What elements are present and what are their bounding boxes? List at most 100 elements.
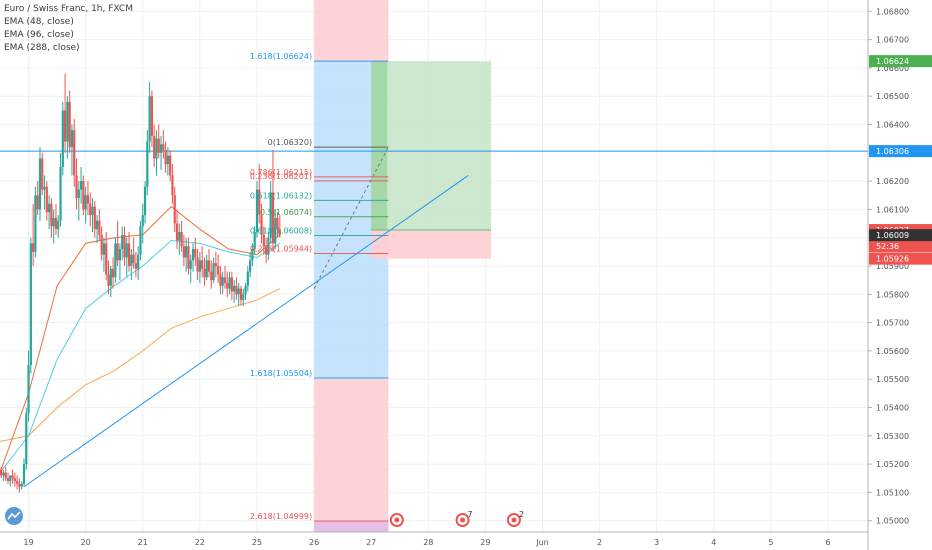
candle-body-59 (134, 263, 138, 269)
price-label-box-4 (869, 229, 932, 242)
candle-body-122 (278, 229, 281, 235)
fib-zone-purple-bottom (314, 520, 389, 532)
time-tick-label-2: 21 (138, 538, 148, 547)
candle-body-22 (50, 203, 53, 227)
candle-body-117 (267, 237, 270, 255)
candle-body-47 (107, 274, 110, 286)
fib-level-label-8: 1.618(1.05504) (250, 369, 312, 378)
price-tick-label-10: 1.05700 (876, 319, 909, 328)
price-tick-label-1: 1.06700 (876, 36, 909, 45)
candle-body-10 (22, 464, 26, 484)
candle-body-0 (0, 469, 3, 476)
ema-288-line (0, 288, 281, 442)
candle-body-51 (116, 243, 119, 261)
candle-body-28 (64, 110, 67, 142)
ema-288-label[interactable]: EMA (288, close) (4, 43, 80, 53)
candle-body-57 (130, 254, 133, 266)
ema-48-label[interactable]: EMA (48, close) (4, 17, 74, 27)
candle-body-14 (32, 243, 35, 252)
candle-body-36 (82, 181, 85, 210)
candle-body-55 (125, 243, 128, 258)
candle-body-8 (18, 483, 21, 487)
candle-body-88 (201, 260, 204, 269)
candle-body-19 (43, 186, 46, 190)
candle-body-77 (175, 223, 179, 241)
candle-body-56 (127, 243, 131, 266)
trendline (23, 175, 469, 488)
candle-body-93 (212, 263, 215, 281)
fib-labels-layer: 1.618(1.06624)0(1.06320)0.786(1.06215)0.… (250, 52, 312, 521)
fib-level-label-0: 1.618(1.06624) (250, 52, 312, 61)
candle-body-30 (68, 101, 71, 148)
candle-body-42 (95, 220, 99, 230)
candle-body-94 (214, 263, 217, 266)
candle-body-20 (45, 186, 48, 213)
candle-body-108 (246, 271, 249, 286)
price-axis-background (868, 0, 932, 550)
candles-layer (0, 73, 281, 493)
candle-body-106 (242, 294, 245, 300)
fib-level-label-7: 0.236(1.05944) (250, 245, 312, 254)
candle-body-15 (34, 195, 37, 252)
candle-body-45 (102, 243, 106, 255)
time-tick-label-1: 20 (81, 538, 91, 547)
time-tick-label-13: 5 (768, 538, 773, 547)
fib-level-label-9: 2.618(1.04999) (250, 512, 312, 521)
candle-body-96 (219, 274, 222, 286)
price-tick-label-6: 1.06100 (876, 205, 909, 214)
candle-body-5 (11, 475, 14, 479)
candle-body-121 (276, 217, 279, 230)
candle-body-91 (207, 260, 211, 272)
tradingview-logo-mark (7, 511, 21, 520)
candle-body-6 (13, 478, 16, 482)
symbol-title[interactable]: Euro / Swiss Franc, 1h, FXCM (4, 4, 133, 14)
candle-body-120 (274, 217, 277, 244)
candle-body-23 (52, 217, 55, 227)
candle-body-97 (221, 277, 224, 286)
price-tick-label-2: 1.06600 (876, 64, 909, 73)
candle-body-37 (84, 195, 87, 210)
candle-body-4 (9, 475, 12, 482)
fib-level-label-4: 0.618(1.06132) (250, 191, 312, 200)
candle-body-80 (182, 246, 185, 258)
candle-body-49 (111, 268, 115, 278)
candle-body-89 (203, 268, 206, 278)
candle-body-34 (77, 189, 80, 199)
candle-body-104 (237, 288, 240, 295)
candle-body-12 (27, 365, 30, 414)
price-tick-label-11: 1.05600 (876, 347, 909, 356)
fib-level-label-2: 0.786(1.06215) (250, 168, 312, 177)
candle-body-85 (194, 249, 197, 258)
price-label-5: 1.05926 (876, 255, 909, 264)
ema-96-label[interactable]: EMA (96, close) (4, 30, 74, 40)
fib-level-label-5: 0.5(1.06074) (260, 208, 312, 217)
price-label-0: 1.06624 (876, 57, 909, 66)
candle-body-100 (228, 277, 231, 289)
candle-body-95 (217, 266, 220, 275)
candle-body-82 (187, 246, 190, 269)
candle-body-25 (57, 220, 60, 230)
candle-body-24 (54, 217, 58, 230)
candle-body-75 (171, 175, 174, 196)
candle-body-118 (269, 192, 272, 238)
candle-body-9 (20, 483, 23, 487)
time-tick-label-9: Jun (535, 538, 549, 547)
time-tick-label-14: 6 (825, 538, 830, 547)
candle-body-31 (70, 130, 74, 148)
candle-body-1 (2, 472, 5, 476)
candle-body-61 (139, 226, 142, 255)
time-tick-label-6: 27 (366, 538, 376, 547)
event-badge-dot-2 (511, 517, 517, 523)
candle-body-60 (137, 254, 140, 269)
zones-layer (314, 0, 492, 532)
candle-body-26 (59, 166, 62, 221)
candle-body-78 (178, 232, 181, 241)
candle-body-38 (86, 195, 90, 204)
candle-body-101 (230, 277, 233, 292)
candle-body-33 (75, 175, 78, 199)
candle-body-41 (93, 206, 96, 230)
time-tick-label-3: 22 (195, 538, 205, 547)
